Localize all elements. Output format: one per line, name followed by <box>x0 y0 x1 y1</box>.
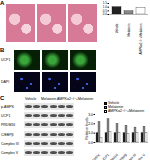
html-text:UCP1: UCP1 <box>1 58 11 62</box>
svg-text:AMPKα2−/−+Melatonin: AMPKα2−/−+Melatonin <box>139 23 143 54</box>
html-text:B: B <box>0 47 5 53</box>
svg-text:Complex III: Complex III <box>122 153 137 160</box>
html-text:C/EBPβ: C/EBPβ <box>1 132 14 137</box>
html-text:DAPI: DAPI <box>1 80 10 84</box>
html-text:Complex III: Complex III <box>1 141 19 146</box>
svg-text:UCP1: UCP1 <box>101 153 110 160</box>
html-text:PRDM16: PRDM16 <box>1 123 16 128</box>
html-text:A: A <box>0 0 5 6</box>
html-text:UCP1: UCP1 <box>1 114 11 119</box>
html-text:Complex V: Complex V <box>1 151 19 155</box>
svg-text:1.0: 1.0 <box>103 5 108 9</box>
svg-text:Complex V: Complex V <box>131 153 146 160</box>
svg-text:C/EBPβ: C/EBPβ <box>116 153 128 160</box>
svg-text:1.0: 1.0 <box>88 131 93 136</box>
svg-text:0.5: 0.5 <box>103 9 108 13</box>
html-text:Melatonin AMPKα2−/−+Melatonin: Melatonin AMPKα2−/−+Melatonin <box>41 97 94 101</box>
svg-text:2.0: 2.0 <box>88 122 93 126</box>
html-text:C: C <box>0 95 5 101</box>
svg-text:p-AMPK: p-AMPK <box>89 153 102 160</box>
html-text:Vehicle: Vehicle <box>108 101 120 105</box>
svg-text:Vehicle: Vehicle <box>115 23 119 33</box>
svg-text:Relative levels: Relative levels <box>85 117 89 140</box>
html-text:AMPKα2−/−+Melatonin: AMPKα2−/−+Melatonin <box>108 109 145 113</box>
svg-text:3.0: 3.0 <box>88 113 93 117</box>
svg-text:Melatonin: Melatonin <box>127 23 131 36</box>
svg-text:0.0: 0.0 <box>88 141 93 145</box>
html-text:Melatonin: Melatonin <box>108 105 124 109</box>
svg-text:1.5: 1.5 <box>103 1 108 5</box>
svg-text:0.0: 0.0 <box>103 12 108 16</box>
html-text:Vehicle: Vehicle <box>25 97 37 101</box>
html-text:p-AMPK: p-AMPK <box>1 105 14 109</box>
svg-text:PRDM16: PRDM16 <box>106 153 119 160</box>
